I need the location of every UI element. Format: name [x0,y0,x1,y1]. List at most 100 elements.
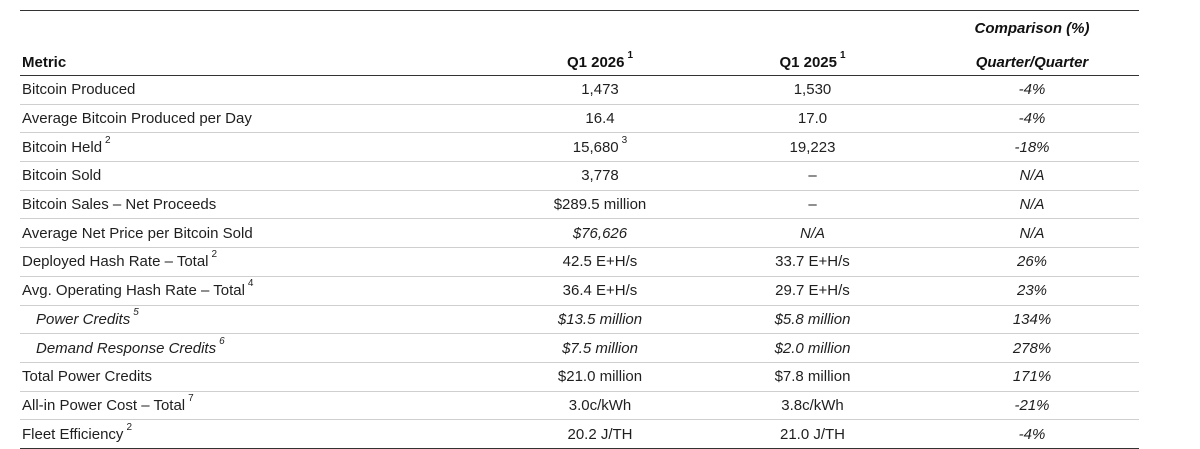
metrics-table: Comparison (%) Metric Q1 2026 1 Q1 2025 1 … [20,10,1139,449]
metric-label: Avg. Operating Hash Rate – Total [22,282,245,300]
metric-label: Bitcoin Sold [22,167,102,185]
q1-2026-cell: $76,626 [500,218,700,249]
table-row: Deployed Hash Rate – Total 2 42.5 E+H/s 3… [20,247,1139,277]
q1-2026-cell: 1,473 [500,75,700,105]
table-row: Bitcoin Held 2 15,680 3 19,223 -18% [20,132,1139,163]
comparison-cell: 134% [925,305,1139,335]
metric-footnote: 7 [188,392,194,404]
comparison-cell: -4% [925,419,1139,449]
header-q1-2026-label: Q1 2026 [566,54,625,71]
metric-cell: Bitcoin Sold [20,161,500,191]
table-row: Average Bitcoin Produced per Day 16.4 17… [20,104,1139,134]
header-q1-2026-footnote: 1 [627,50,634,61]
header-spacer [700,10,925,43]
metric-cell: Deployed Hash Rate – Total 2 [20,247,500,277]
q1-2025-cell: 1,530 [700,75,925,105]
metric-cell: All-in Power Cost – Total 7 [20,391,500,421]
q1-2025-cell: 33.7 E+H/s [700,247,925,277]
metric-footnote: 2 [105,134,111,146]
metric-cell: Demand Response Credits 6 [20,333,500,363]
metric-cell: Bitcoin Sales – Net Proceeds [20,190,500,220]
metric-cell: Fleet Efficiency 2 [20,419,500,449]
metric-footnote: 6 [219,335,225,347]
q1-2026-cell: 3.0c/kWh [500,391,700,421]
metric-footnote: 2 [126,421,132,433]
metric-label: Bitcoin Held [22,138,103,156]
metric-cell: Bitcoin Produced [20,75,500,105]
table-row: Bitcoin Sold 3,778 – N/A [20,161,1139,191]
header-spacer [500,10,700,43]
q1-2026-cell: 16.4 [500,104,700,134]
metrics-table-container: Comparison (%) Metric Q1 2026 1 Q1 2025 1 … [20,10,1139,449]
header-q1-2025-label: Q1 2025 [779,54,837,71]
metric-label: Average Bitcoin Produced per Day [22,110,252,128]
q1-2025-cell: – [700,161,925,191]
q1-2025-cell: 29.7 E+H/s [700,276,925,306]
q1-2026-cell: 42.5 E+H/s [500,247,700,277]
q1-2025-cell: 21.0 J/TH [700,419,925,449]
table-row: Total Power Credits $21.0 million $7.8 m… [20,362,1139,392]
q1-2026-cell: $13.5 million [500,305,700,335]
header-q1-2025: Q1 2025 1 [700,43,925,76]
metric-cell: Power Credits 5 [20,305,500,335]
metric-cell: Bitcoin Held 2 [20,132,500,163]
metric-label: Fleet Efficiency [22,425,124,443]
table-body: Bitcoin Produced 1,473 1,530 -4% Average… [20,75,1139,449]
table-header: Comparison (%) Metric Q1 2026 1 Q1 2025 1 … [20,10,1139,76]
metric-label: Deployed Hash Rate – Total [22,253,209,271]
q1-2026-cell: $21.0 million [500,362,700,392]
q1-2026-cell: 36.4 E+H/s [500,276,700,306]
table-row: Power Credits 5 $13.5 million $5.8 millio… [20,305,1139,335]
q1-2025-cell: – [700,190,925,220]
comparison-cell: 23% [925,276,1139,306]
metric-label: Average Net Price per Bitcoin Sold [22,224,253,242]
metric-label: Power Credits [36,310,131,328]
table-row: Average Net Price per Bitcoin Sold $76,6… [20,218,1139,249]
metric-footnote: 5 [133,306,139,318]
q1-2026-cell: 3,778 [500,161,700,191]
q1-2026-cell: $7.5 million [500,333,700,363]
metric-cell: Total Power Credits [20,362,500,392]
comparison-cell: -21% [925,391,1139,421]
metric-footnote: 2 [211,249,218,261]
header-q1-2026: Q1 2026 1 [500,43,700,76]
header-comparison-line2: Quarter/Quarter [925,43,1139,76]
table-row: All-in Power Cost – Total 7 3.0c/kWh 3.8c… [20,391,1139,421]
metric-label: Total Power Credits [22,368,153,386]
q1-2026-footnote: 3 [621,134,628,146]
q1-2026-cell: 15,680 3 [500,132,700,163]
comparison-cell: -18% [925,132,1139,163]
q1-2026-value: 15,680 [572,138,619,156]
metric-cell: Average Net Price per Bitcoin Sold [20,218,500,249]
metric-label: Demand Response Credits [36,339,217,357]
q1-2025-cell: $7.8 million [700,362,925,392]
metric-cell: Average Bitcoin Produced per Day [20,104,500,134]
comparison-cell: 278% [925,333,1139,363]
q1-2025-cell: 19,223 [700,132,925,163]
q1-2025-cell: $2.0 million [700,333,925,363]
comparison-cell: N/A [925,218,1139,249]
q1-2026-cell: $289.5 million [500,190,700,220]
metric-label: All-in Power Cost – Total [22,396,186,414]
metric-footnote: 4 [247,278,254,290]
table-row: Bitcoin Produced 1,473 1,530 -4% [20,75,1139,105]
comparison-cell: 26% [925,247,1139,277]
comparison-cell: N/A [925,161,1139,191]
comparison-cell: N/A [925,190,1139,220]
header-q1-2025-footnote: 1 [839,50,846,61]
metric-label: Bitcoin Produced [22,81,136,99]
comparison-cell: 171% [925,362,1139,392]
table-row: Demand Response Credits 6 $7.5 million $2… [20,333,1139,363]
q1-2026-cell: 20.2 J/TH [500,419,700,449]
header-comparison-line1: Comparison (%) [925,10,1139,43]
comparison-cell: -4% [925,104,1139,134]
header-metric: Metric [20,43,500,76]
metric-label: Bitcoin Sales – Net Proceeds [22,196,217,214]
q1-2025-cell: 17.0 [700,104,925,134]
table-row: Bitcoin Sales – Net Proceeds $289.5 mill… [20,190,1139,220]
q1-2025-cell: 3.8c/kWh [700,391,925,421]
header-spacer [20,10,500,43]
metric-cell: Avg. Operating Hash Rate – Total 4 [20,276,500,306]
table-row: Fleet Efficiency 2 20.2 J/TH 21.0 J/TH -4… [20,419,1139,449]
q1-2025-cell: $5.8 million [700,305,925,335]
